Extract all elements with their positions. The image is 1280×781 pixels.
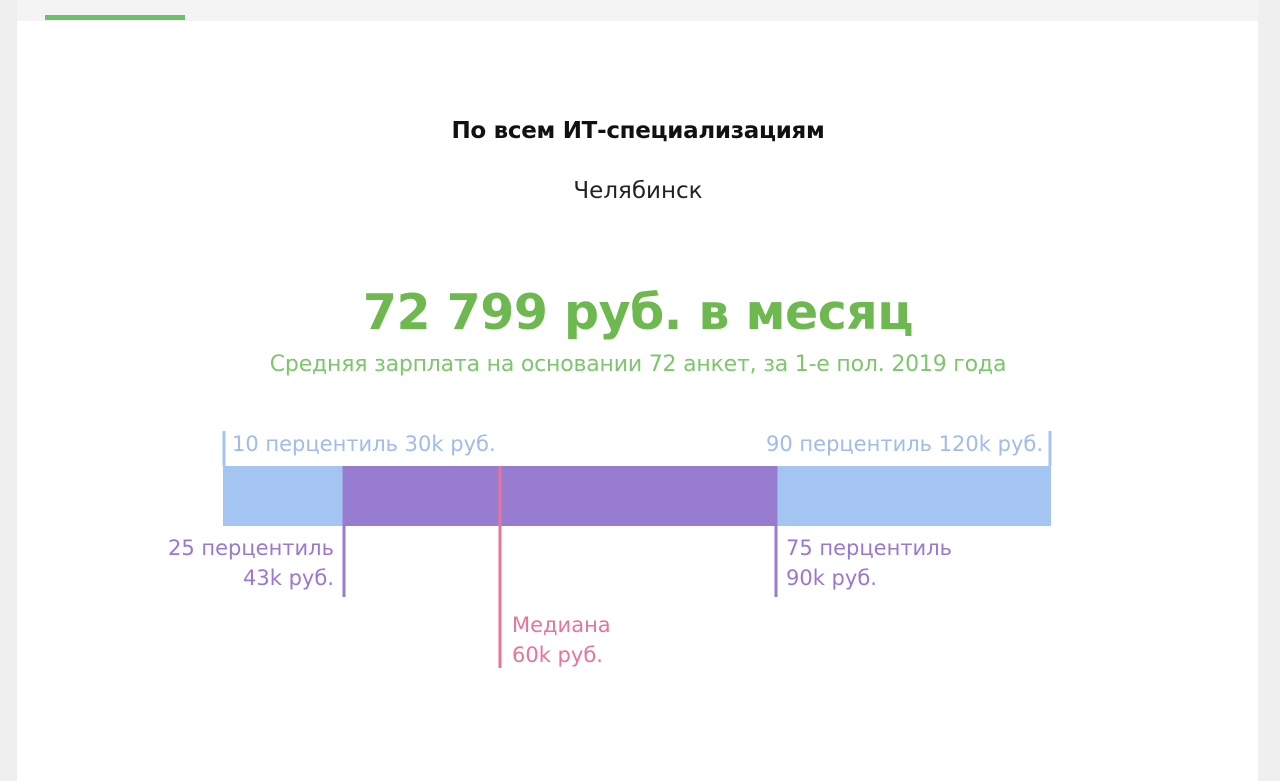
city-label: Челябинск bbox=[573, 178, 703, 204]
p25-label: 25 перцентиль bbox=[168, 536, 334, 560]
salary-card bbox=[17, 21, 1258, 781]
median-label: Медиана bbox=[512, 613, 611, 637]
page-title: По всем ИТ-специализациям bbox=[451, 118, 825, 144]
average-salary: 72 799 руб. в месяц bbox=[362, 284, 914, 341]
active-tab-indicator[interactable] bbox=[45, 15, 185, 20]
median-value: 60k руб. bbox=[512, 643, 603, 667]
p90-label: 90 перцентиль 120k руб. bbox=[766, 432, 1043, 456]
p10-label: 10 перцентиль 30k руб. bbox=[232, 432, 496, 456]
salary-note: Средняя зарплата на основании 72 анкет, … bbox=[269, 352, 1007, 377]
p25-value: 43k руб. bbox=[243, 566, 334, 590]
salary-range-chart: 10 перцентиль 30k руб. 90 перцентиль 120… bbox=[168, 431, 1052, 668]
p75-label: 75 перцентиль bbox=[786, 536, 952, 560]
p75-value: 90k руб. bbox=[786, 566, 877, 590]
p25-p75-band bbox=[344, 466, 776, 526]
tab-strip bbox=[17, 0, 1258, 21]
